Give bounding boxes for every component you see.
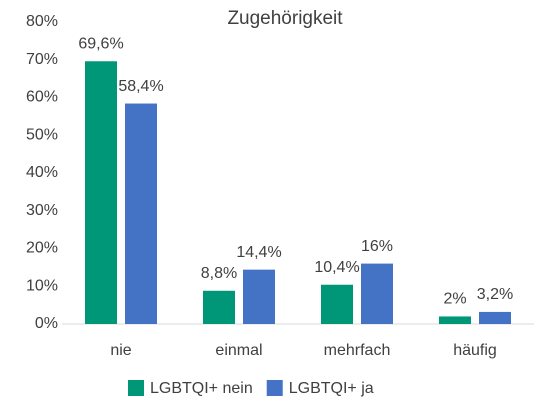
value-label: 14,4% xyxy=(236,244,281,261)
legend-label: LGBTQI+ ja xyxy=(289,380,374,397)
value-label: 58,4% xyxy=(118,78,163,95)
bar xyxy=(85,61,117,324)
value-label: 2% xyxy=(443,291,466,308)
bar xyxy=(203,290,235,324)
value-label: 69,6% xyxy=(78,35,123,52)
y-tick-label: 50% xyxy=(26,126,58,143)
x-tick-label: mehrfach xyxy=(324,342,391,359)
x-tick-label: häufig xyxy=(453,342,497,359)
y-tick-label: 80% xyxy=(26,13,58,30)
bar xyxy=(243,269,275,324)
value-label: 3,2% xyxy=(477,286,513,303)
legend-swatch xyxy=(266,380,283,396)
bar xyxy=(321,284,353,324)
value-label: 8,8% xyxy=(201,265,237,282)
value-label: 16% xyxy=(361,238,393,255)
bar xyxy=(361,263,393,324)
legend-label: LGBTQI+ nein xyxy=(150,380,253,397)
y-tick-label: 30% xyxy=(26,202,58,219)
y-tick-label: 0% xyxy=(35,315,58,332)
x-tick-label: einmal xyxy=(215,342,262,359)
bar xyxy=(439,316,471,324)
bar xyxy=(125,103,157,324)
x-tick-label: nie xyxy=(110,342,131,359)
legend-swatch xyxy=(128,380,144,396)
bar xyxy=(479,311,511,324)
chart-title: Zugehörigkeit xyxy=(227,8,343,29)
y-tick-label: 60% xyxy=(26,89,58,106)
y-tick-label: 70% xyxy=(26,51,58,68)
y-tick-label: 10% xyxy=(26,277,58,294)
y-tick-label: 40% xyxy=(26,164,58,181)
value-label: 10,4% xyxy=(314,259,359,276)
y-tick-label: 20% xyxy=(26,240,58,257)
